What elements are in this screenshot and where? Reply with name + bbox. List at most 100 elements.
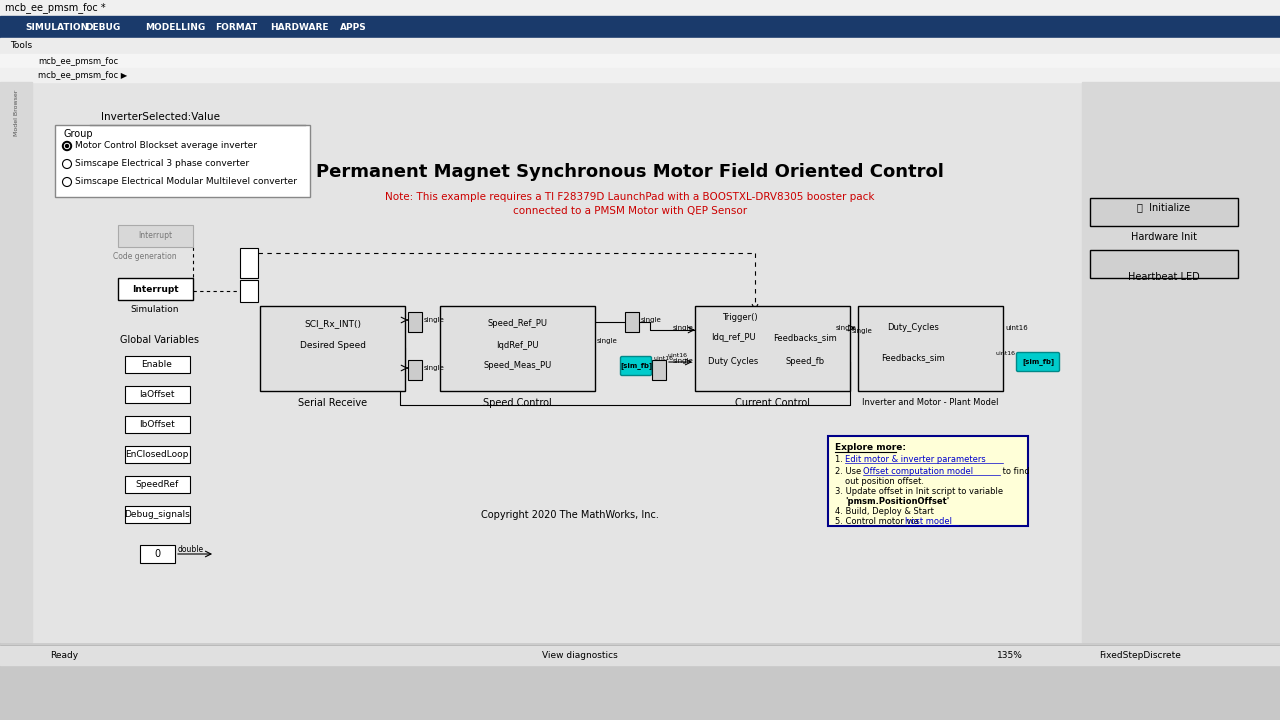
Text: Code generation: Code generation (113, 252, 177, 261)
Text: uint16: uint16 (653, 356, 673, 361)
Text: Debug_signals: Debug_signals (124, 510, 189, 519)
Bar (125, 446, 189, 463)
Text: single: single (641, 317, 662, 323)
Text: Group: Group (63, 129, 92, 139)
Text: IaOffset: IaOffset (140, 390, 175, 399)
Text: Enable: Enable (142, 360, 173, 369)
Bar (0, 54, 1280, 68)
Text: IbOffset: IbOffset (140, 420, 175, 429)
Text: to find: to find (1000, 467, 1029, 476)
Text: Trigger(): Trigger() (722, 313, 758, 323)
Bar (241, 248, 259, 278)
Text: Copyright 2020 The MathWorks, Inc.: Copyright 2020 The MathWorks, Inc. (481, 510, 659, 520)
Text: Desired Speed: Desired Speed (300, 341, 366, 351)
Text: Simulation: Simulation (131, 305, 179, 314)
Text: out position offset.: out position offset. (845, 477, 924, 486)
Bar (652, 360, 666, 380)
Text: Feedbacks_sim: Feedbacks_sim (773, 333, 837, 343)
Text: 5. Control motor via: 5. Control motor via (835, 517, 922, 526)
Text: Simscape Electrical 3 phase converter: Simscape Electrical 3 phase converter (76, 160, 250, 168)
FancyBboxPatch shape (1016, 353, 1060, 372)
Text: Speed Control: Speed Control (483, 398, 552, 408)
Text: MODELLING: MODELLING (145, 22, 205, 32)
Bar (625, 312, 639, 332)
Text: Interrupt: Interrupt (138, 232, 172, 240)
Bar (408, 360, 422, 380)
Bar (260, 306, 404, 391)
Circle shape (64, 143, 69, 148)
Text: uint16: uint16 (667, 353, 687, 358)
Bar (408, 312, 422, 332)
Bar (125, 416, 189, 433)
Bar (440, 306, 595, 391)
Bar (828, 436, 1028, 526)
Text: host model: host model (905, 517, 952, 526)
Text: [sim_fb]: [sim_fb] (1021, 359, 1053, 366)
Circle shape (65, 145, 69, 148)
Text: ⏻  Initialize: ⏻ Initialize (1138, 202, 1190, 212)
Text: Duty Cycles: Duty Cycles (708, 356, 758, 366)
Bar (0, 0, 1280, 16)
Text: View diagnostics: View diagnostics (543, 650, 618, 660)
Text: 135%: 135% (997, 650, 1023, 660)
Bar (0, 68, 1280, 82)
Text: Current Control: Current Control (735, 398, 810, 408)
Text: 3. Update offset in Init script to variable: 3. Update offset in Init script to varia… (835, 487, 1004, 496)
Text: single: single (836, 325, 856, 331)
Bar (125, 476, 189, 493)
Bar (241, 280, 259, 302)
Text: single: single (672, 358, 692, 364)
Text: 1.: 1. (835, 455, 846, 464)
Text: SCI_Rx_INT(): SCI_Rx_INT() (305, 320, 361, 328)
Text: single: single (596, 338, 618, 344)
Text: Duty_Cycles: Duty_Cycles (887, 323, 940, 333)
Text: Tools: Tools (10, 42, 32, 50)
Text: single: single (424, 365, 444, 371)
Bar (125, 506, 189, 523)
Bar (125, 356, 189, 373)
Circle shape (63, 178, 72, 186)
Bar (1091, 250, 1238, 278)
Text: Model Browser: Model Browser (14, 90, 18, 136)
Text: FORMAT: FORMAT (215, 22, 257, 32)
Circle shape (63, 160, 72, 168)
Bar (0, 16, 1280, 38)
Text: HARDWARE: HARDWARE (270, 22, 329, 32)
Text: Explore more:: Explore more: (835, 443, 906, 452)
Text: Idq_ref_PU: Idq_ref_PU (710, 333, 755, 343)
Text: Offset computation model: Offset computation model (863, 467, 973, 476)
Text: double: double (178, 545, 204, 554)
Bar (0, 645, 1280, 665)
Bar (0, 38, 1280, 54)
Text: Serial Receive: Serial Receive (298, 398, 367, 408)
Text: Motor Control Blockset average inverter: Motor Control Blockset average inverter (76, 142, 257, 150)
Text: Heartbeat LED: Heartbeat LED (1128, 272, 1199, 282)
Text: uint16: uint16 (1005, 325, 1028, 331)
Circle shape (63, 142, 72, 150)
Text: FixedStepDiscrete: FixedStepDiscrete (1100, 650, 1181, 660)
Text: APPS: APPS (340, 22, 367, 32)
Text: [sim_fb]: [sim_fb] (620, 363, 652, 369)
Bar (0, 82, 32, 642)
Text: DEBUG: DEBUG (84, 22, 120, 32)
Bar (55, 125, 310, 197)
Text: connected to a PMSM Motor with QEP Sensor: connected to a PMSM Motor with QEP Senso… (513, 206, 748, 216)
Text: SIMULATION: SIMULATION (26, 22, 88, 32)
Bar (1091, 198, 1238, 226)
Text: Speed_Meas_PU: Speed_Meas_PU (484, 361, 552, 371)
Text: SpeedRef: SpeedRef (136, 480, 179, 489)
Text: Global Variables: Global Variables (120, 335, 200, 345)
Text: 4. Build, Deploy & Start: 4. Build, Deploy & Start (835, 507, 934, 516)
Text: InverterSelected:Value: InverterSelected:Value (101, 112, 219, 122)
Text: Speed_Ref_PU: Speed_Ref_PU (488, 320, 548, 328)
Text: 0: 0 (154, 549, 160, 559)
Bar (118, 278, 193, 300)
Text: Inverter and Motor - Plant Model: Inverter and Motor - Plant Model (863, 398, 998, 407)
Bar (1082, 82, 1280, 642)
Text: mcb_ee_pmsm_foc ▶: mcb_ee_pmsm_foc ▶ (38, 71, 127, 79)
Text: single: single (672, 325, 692, 331)
Text: Simscape Electrical Modular Multilevel converter: Simscape Electrical Modular Multilevel c… (76, 178, 297, 186)
Text: Interrupt: Interrupt (132, 284, 178, 294)
Text: Feedbacks_sim: Feedbacks_sim (881, 354, 945, 362)
Text: Hardware Init: Hardware Init (1132, 232, 1197, 242)
